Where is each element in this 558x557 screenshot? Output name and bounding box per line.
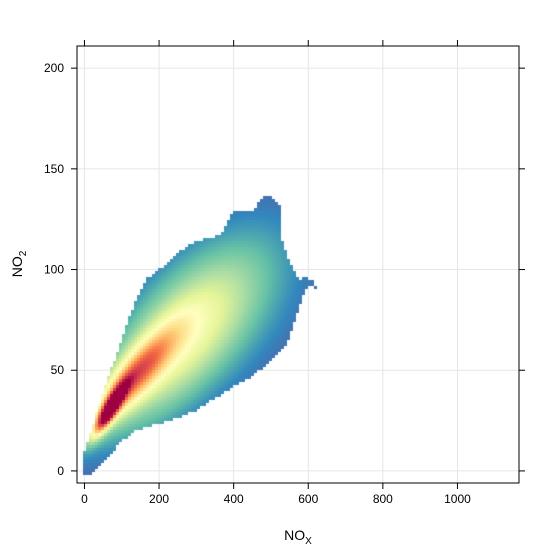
x-tick-label: 600 (298, 492, 318, 506)
plot-panel-border (76, 45, 520, 484)
axis-ticks: 0 200 400 600 800 1000 0 50 100 150 200 (44, 40, 525, 506)
x-tick-label: 400 (224, 492, 244, 506)
density-surface (77, 46, 519, 483)
y-tick-label: 50 (51, 363, 65, 377)
x-tick-label: 200 (149, 492, 169, 506)
x-tick-label: 800 (373, 492, 393, 506)
y-tick-label: 100 (44, 263, 64, 277)
y-tick-label: 200 (44, 61, 64, 75)
x-tick-label: 0 (81, 492, 88, 506)
x-tick-label: 1000 (444, 492, 471, 506)
y-axis-title: NO2 (9, 250, 29, 277)
y-tick-label: 0 (57, 464, 64, 478)
density-image (77, 46, 519, 483)
y-tick-label: 150 (44, 162, 64, 176)
x-axis-title: NOX (284, 527, 312, 547)
